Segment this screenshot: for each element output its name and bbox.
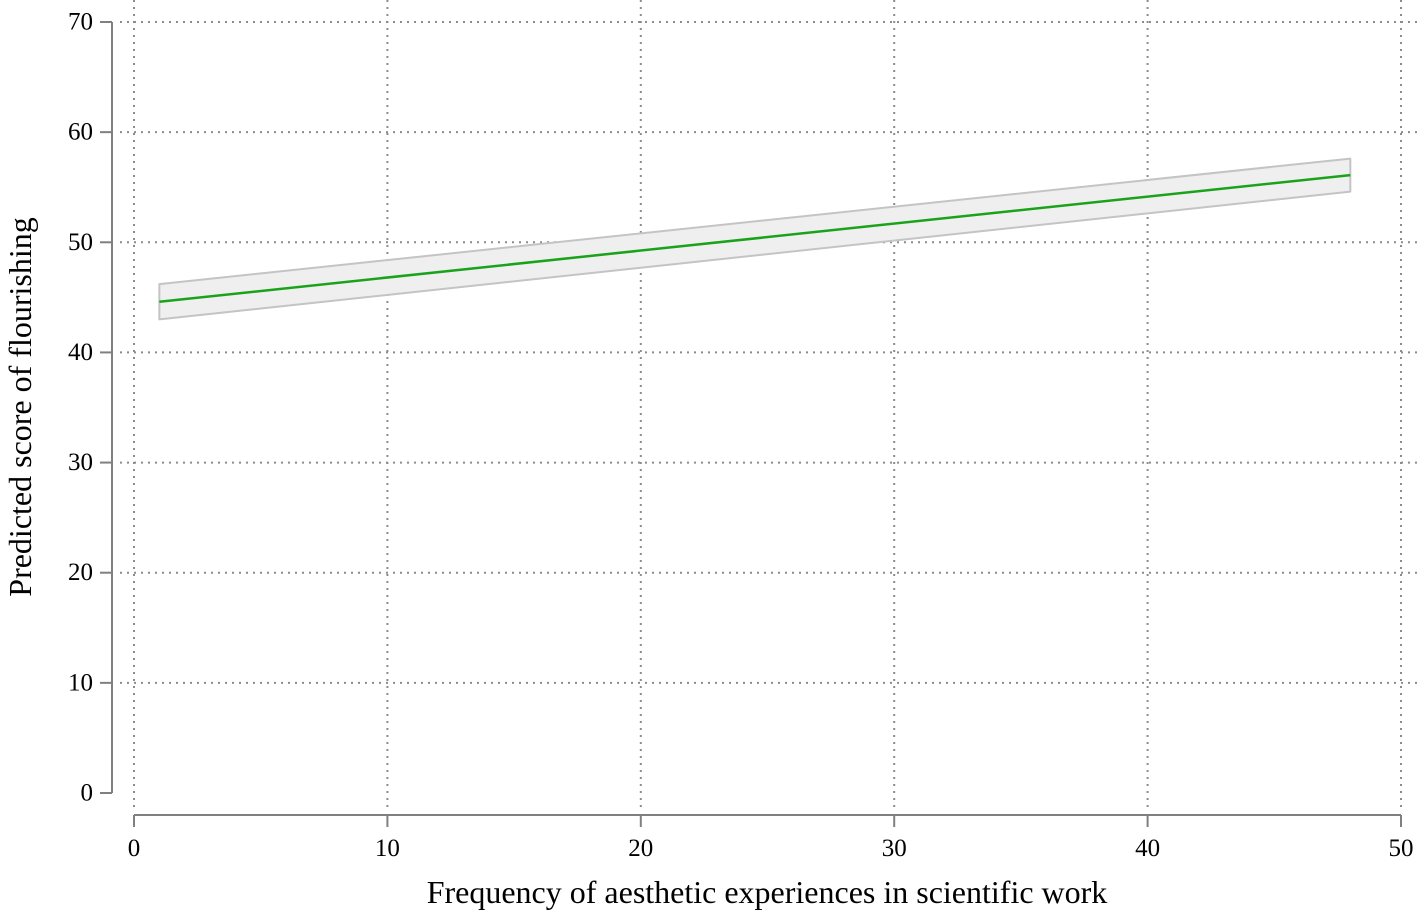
x-tick-label: 0	[128, 835, 141, 862]
fitted-line	[159, 173, 1351, 304]
y-tick-label: 20	[68, 559, 93, 586]
x-tick-label: 30	[882, 835, 907, 862]
x-tick-label: 10	[375, 835, 400, 862]
axes	[111, 22, 1401, 816]
line-layer	[159, 173, 1351, 304]
x-tick-label: 50	[1389, 835, 1414, 862]
y-tick-label: 10	[68, 669, 93, 696]
x-tick-label: 40	[1135, 835, 1160, 862]
y-tick-label: 0	[81, 780, 94, 807]
ticks: 0 10 20 30 40 50 60 70 0 10 20 30 40 50	[68, 9, 1414, 863]
y-tick-label: 60	[68, 119, 93, 146]
y-axis-title: Predicted score of flourishing	[2, 217, 38, 596]
y-tick-label: 50	[68, 229, 93, 256]
x-tick-label: 20	[628, 835, 653, 862]
grid	[120, 0, 1421, 807]
x-axis-title: Frequency of aesthetic experiences in sc…	[427, 874, 1108, 910]
y-tick-label: 30	[68, 449, 93, 476]
y-tick-label: 70	[68, 9, 93, 36]
y-tick-label: 40	[68, 339, 93, 366]
